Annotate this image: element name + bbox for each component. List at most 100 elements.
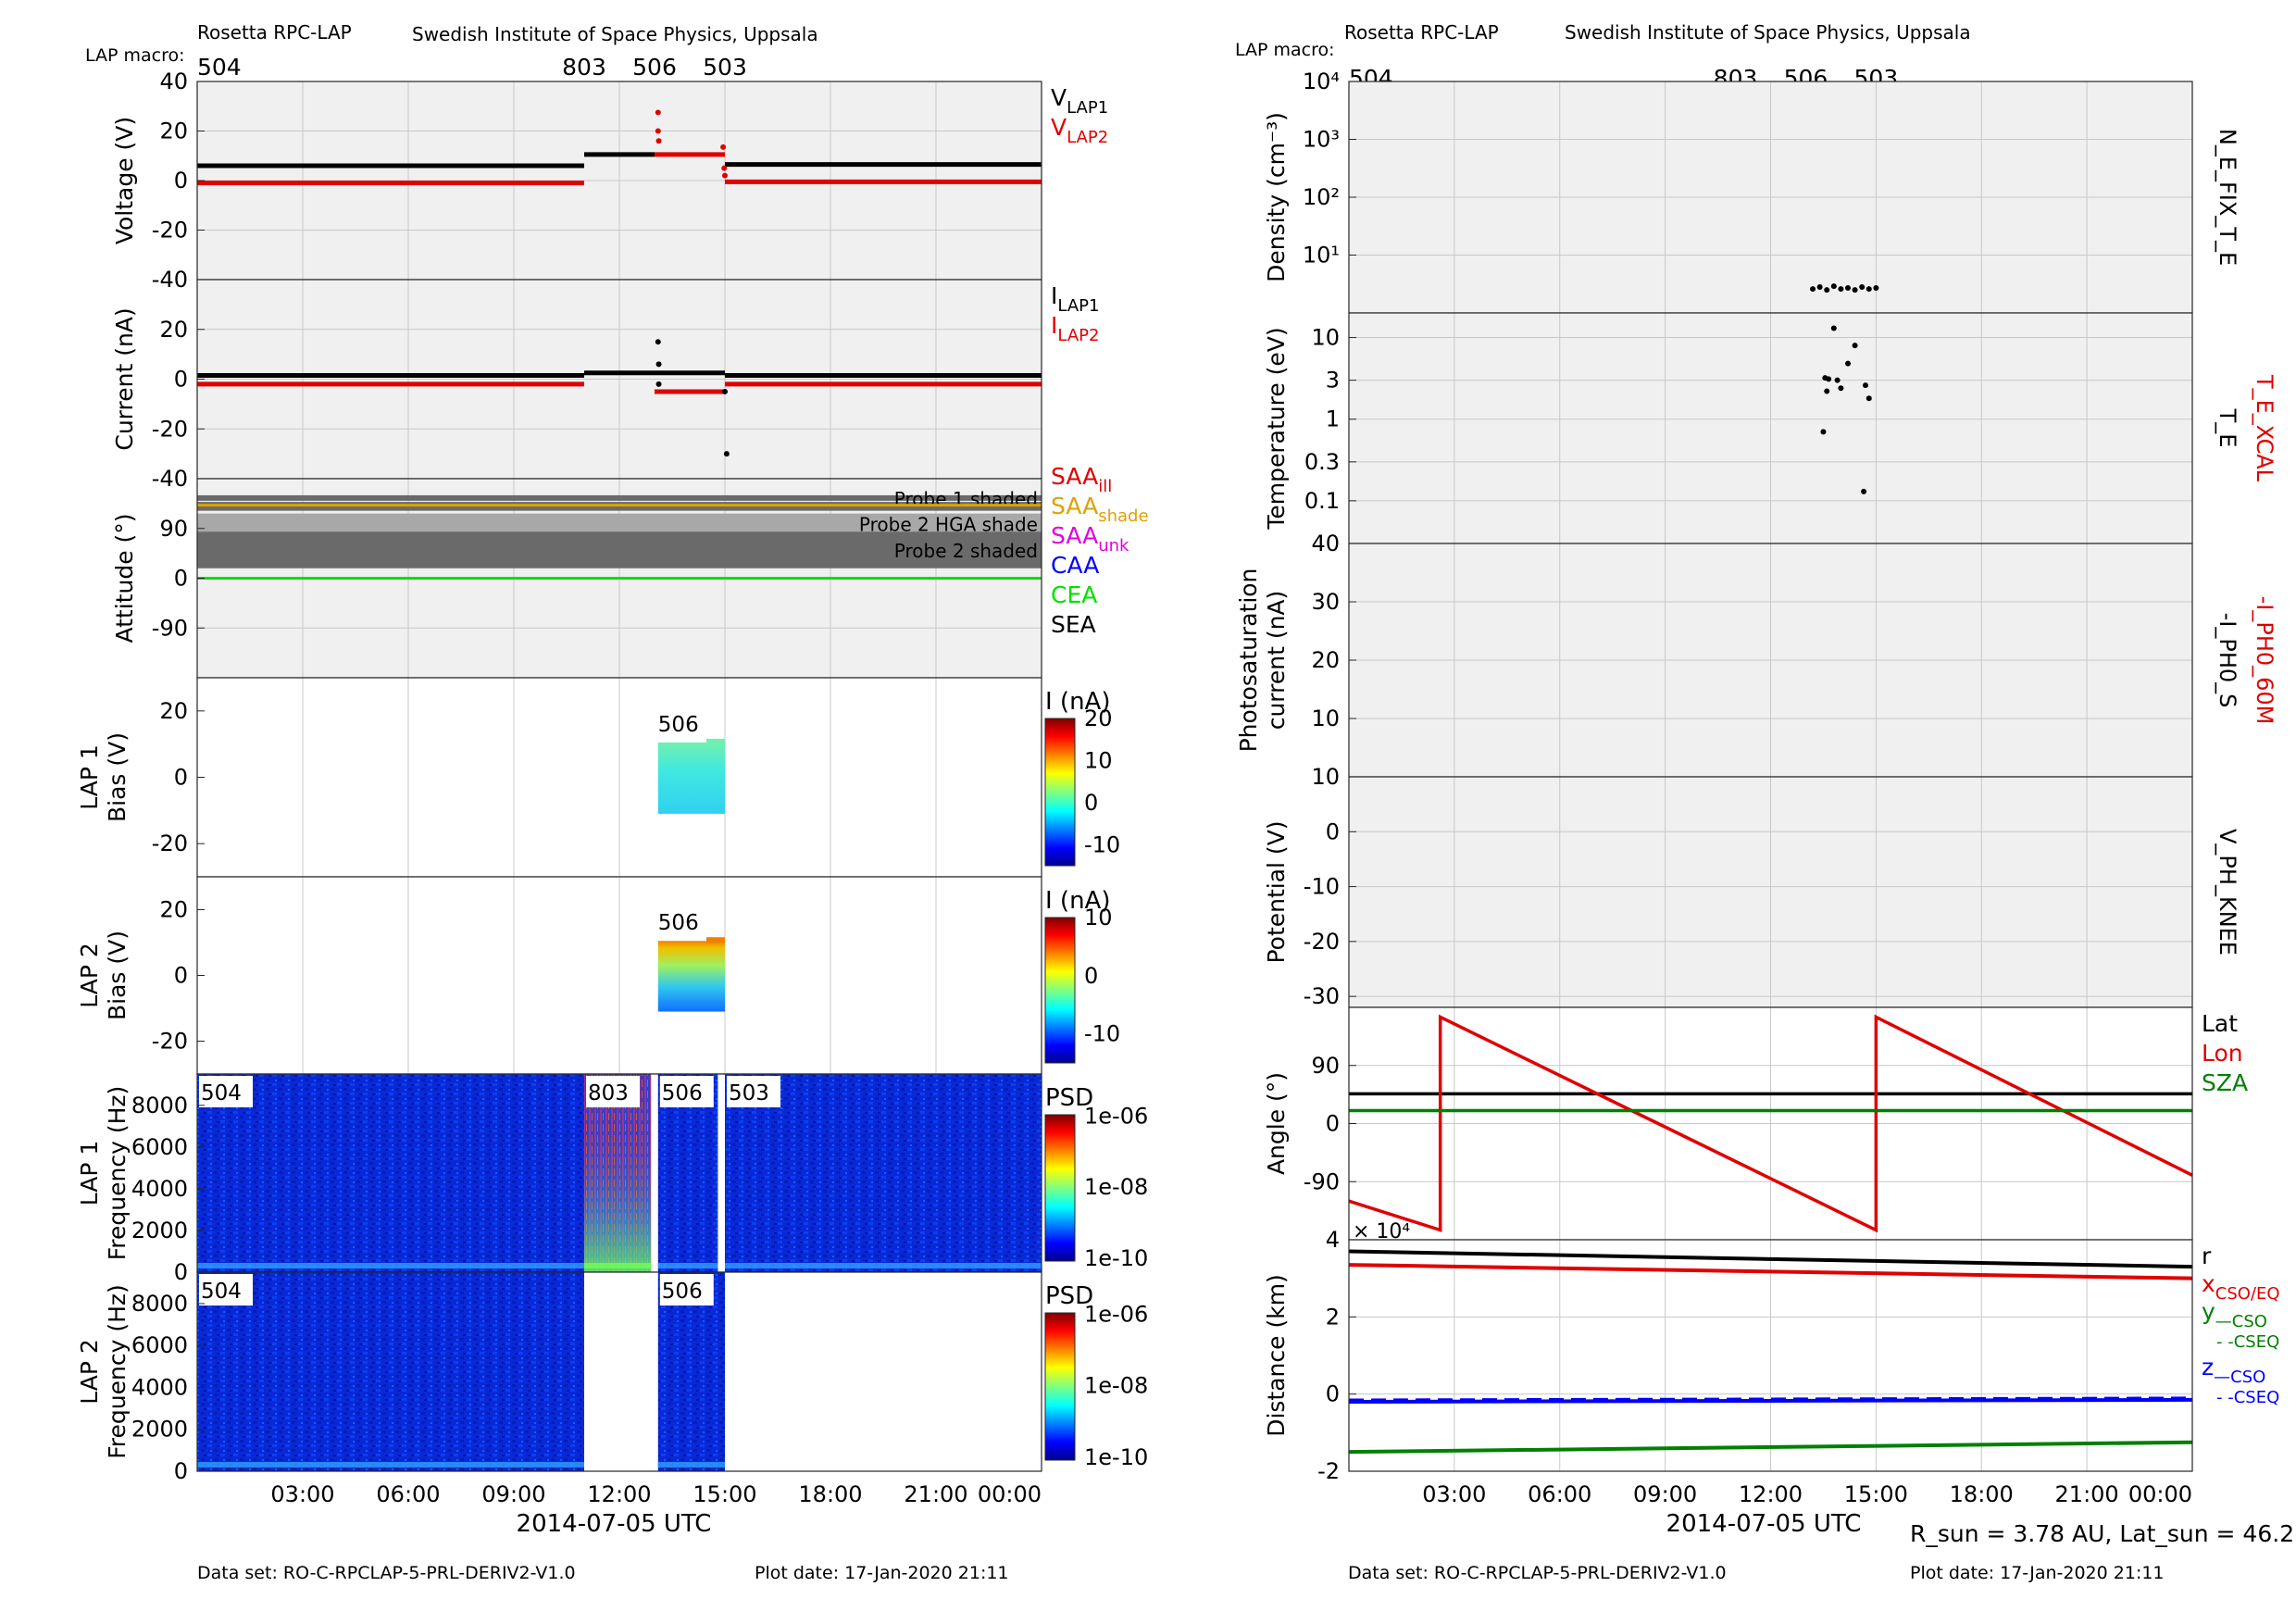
- right-plotdate: Plot date: 17-Jan-2020 21:11: [1910, 1563, 2165, 1583]
- data-point: [1852, 287, 1858, 294]
- legend-entry: SZA: [2202, 1069, 2248, 1096]
- colorbar-label: PSD: [1045, 1084, 1093, 1112]
- xtick-label: 12:00: [587, 1481, 651, 1507]
- legend-entry: Lat: [2202, 1010, 2238, 1037]
- ytick-label: 20: [1311, 647, 1340, 673]
- macro-label: 503: [703, 54, 747, 81]
- ytick-label: 90: [1311, 1053, 1340, 1079]
- ytick-label: 0: [174, 168, 188, 194]
- legend-entry: - -CSEQ: [2216, 1388, 2279, 1407]
- temperature-panel: 0.1 0.3 1 3 10 Temperature (eV) T_E T_E_XCAL: [1263, 312, 2277, 544]
- legend-entry: ILAP2: [1051, 312, 1099, 345]
- data-point: [1861, 488, 1867, 494]
- data-point: [1838, 286, 1844, 293]
- xtick-label: 15:00: [1844, 1481, 1908, 1507]
- ylabel-line2: Bias (V): [104, 931, 131, 1020]
- ylabel: Angle (°): [1263, 1072, 1290, 1175]
- ytick-label: 2000: [131, 1218, 188, 1243]
- xtick-label: 00:00: [2128, 1481, 2192, 1507]
- ylabel-line2: Bias (V): [104, 732, 131, 822]
- left-xticks: 03:00 06:00 09:00 12:00 15:00 18:00 21:00 00:00: [270, 1481, 1042, 1507]
- colorbar-label: I (nA): [1045, 688, 1110, 716]
- lap2_sweep-panel: 506 -20 0 20 LAP 2 Bias (V) I (nA) -10 0 10: [76, 876, 1120, 1075]
- xtick-label: 03:00: [270, 1481, 334, 1507]
- ytick-label: 0: [174, 765, 188, 791]
- psd-macro-label: 504: [201, 1081, 242, 1106]
- data-point: [1830, 325, 1837, 331]
- ytick-label: -90: [152, 615, 188, 641]
- ytick-label: -20: [152, 416, 188, 442]
- left-mission-title: Rosetta RPC-LAP: [197, 21, 352, 44]
- side-label: -I_PH0_60M: [2252, 596, 2277, 725]
- ylabel: Temperature (eV): [1263, 327, 1290, 530]
- data-point: [1838, 385, 1844, 392]
- data-point: [1873, 285, 1879, 292]
- macro-label: 506: [632, 54, 677, 81]
- ytick-label: 2000: [131, 1417, 188, 1443]
- ytick-label: 4000: [131, 1176, 188, 1202]
- photosat-panel: 10 20 30 40 Photosaturation current (nA) -I_PH…: [1235, 531, 2277, 778]
- z-cseq-line: [1348, 1396, 2193, 1402]
- left-macro-labels: 504 803 506 503: [197, 54, 747, 81]
- left-institute-title: Swedish Institute of Space Physics, Upps…: [412, 23, 818, 45]
- ytick-label: -30: [1304, 983, 1340, 1009]
- density-panel: 10¹ 10² 10³ 10⁴ Density (cm⁻³) N_E_FIX_T_E: [1263, 69, 2240, 314]
- macro-label: 504: [197, 54, 242, 81]
- psd-macro-label: 503: [729, 1081, 769, 1106]
- psd-lowfreq-band: [197, 1462, 584, 1468]
- ytick-label: 1: [1326, 406, 1340, 432]
- ytick-label: 0: [174, 566, 188, 592]
- ytick-label: 0: [174, 1458, 188, 1484]
- data-point: [655, 361, 662, 368]
- psd-label-box: [659, 1274, 714, 1305]
- colorbar-tick-label: -10: [1084, 1021, 1120, 1047]
- xtick-label: 18:00: [1950, 1481, 2014, 1507]
- ytick-label: 90: [159, 516, 188, 542]
- psd-lowfreq-band: [657, 1462, 725, 1468]
- sweep-macro-label: 506: [658, 911, 699, 935]
- ylabel-line1: LAP 2: [76, 1339, 103, 1405]
- side-label: T_E_XCAL: [2252, 374, 2277, 482]
- ytick-label: -20: [1304, 929, 1340, 955]
- series-line: [1348, 1263, 2193, 1280]
- data-point: [1820, 429, 1827, 435]
- series-line: [1348, 1440, 2193, 1455]
- ytick-label: -20: [152, 218, 188, 244]
- psd-macro-label: 504: [201, 1280, 242, 1304]
- distance-frame: [1348, 1239, 2193, 1472]
- ytick-label: 2: [1326, 1304, 1340, 1330]
- shade-band: [197, 531, 1042, 568]
- ytick-label: 20: [159, 897, 188, 923]
- left-plotdate: Plot date: 17-Jan-2020 21:11: [755, 1563, 1009, 1583]
- ytick-label: -40: [152, 267, 188, 293]
- sweep-cap: [706, 738, 725, 744]
- data-point: [655, 339, 661, 345]
- psd-lowfreq-band: [657, 1263, 718, 1268]
- ytick-label: 30: [1311, 589, 1340, 615]
- xtick-label: 00:00: [978, 1481, 1042, 1507]
- ytick-label: 0: [174, 367, 188, 393]
- ylabel: Voltage (V): [111, 117, 138, 244]
- colorbar: [1044, 718, 1076, 867]
- data-point: [655, 109, 661, 116]
- right-xlabel: 2014-07-05 UTC: [1666, 1510, 1862, 1538]
- sweep-block: [657, 941, 725, 1012]
- ylabel: Current (nA): [111, 307, 138, 450]
- ytick-label: 10²: [1303, 184, 1340, 210]
- side-label: N_E_FIX_T_E: [2215, 129, 2240, 266]
- ytick-label: 8000: [131, 1093, 188, 1118]
- ytick-label: 6000: [131, 1134, 188, 1160]
- exponent-label: × 10⁴: [1353, 1220, 1410, 1243]
- ytick-label: 0: [1326, 1111, 1340, 1137]
- legend-entry: - -CSEQ: [2216, 1332, 2279, 1352]
- data-point: [721, 165, 728, 171]
- data-point: [1834, 377, 1841, 383]
- data-point: [1824, 287, 1830, 294]
- ytick-label: 10³: [1303, 127, 1340, 153]
- series-line: [1348, 1014, 2193, 1233]
- right-institute-title: Swedish Institute of Space Physics, Upps…: [1565, 21, 1971, 44]
- colorbar: [1044, 917, 1076, 1064]
